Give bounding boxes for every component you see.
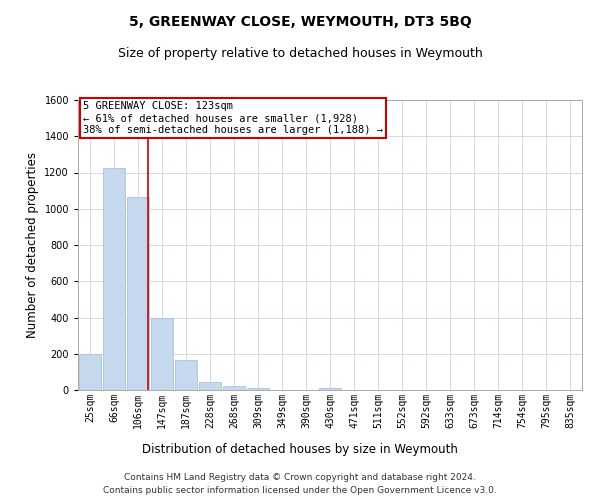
Text: 5, GREENWAY CLOSE, WEYMOUTH, DT3 5BQ: 5, GREENWAY CLOSE, WEYMOUTH, DT3 5BQ bbox=[128, 15, 472, 29]
Y-axis label: Number of detached properties: Number of detached properties bbox=[26, 152, 39, 338]
Text: Size of property relative to detached houses in Weymouth: Size of property relative to detached ho… bbox=[118, 48, 482, 60]
Bar bbox=[223, 386, 245, 390]
Bar bbox=[199, 382, 221, 390]
Bar bbox=[175, 360, 197, 390]
Bar bbox=[79, 354, 101, 390]
Bar bbox=[151, 318, 173, 390]
Text: Contains HM Land Registry data © Crown copyright and database right 2024.: Contains HM Land Registry data © Crown c… bbox=[124, 472, 476, 482]
Text: Contains public sector information licensed under the Open Government Licence v3: Contains public sector information licen… bbox=[103, 486, 497, 495]
Bar bbox=[127, 197, 149, 390]
Bar bbox=[247, 388, 269, 390]
Bar bbox=[319, 388, 341, 390]
Text: Distribution of detached houses by size in Weymouth: Distribution of detached houses by size … bbox=[142, 442, 458, 456]
Text: 5 GREENWAY CLOSE: 123sqm
← 61% of detached houses are smaller (1,928)
38% of sem: 5 GREENWAY CLOSE: 123sqm ← 61% of detach… bbox=[83, 102, 383, 134]
Bar bbox=[103, 168, 125, 390]
